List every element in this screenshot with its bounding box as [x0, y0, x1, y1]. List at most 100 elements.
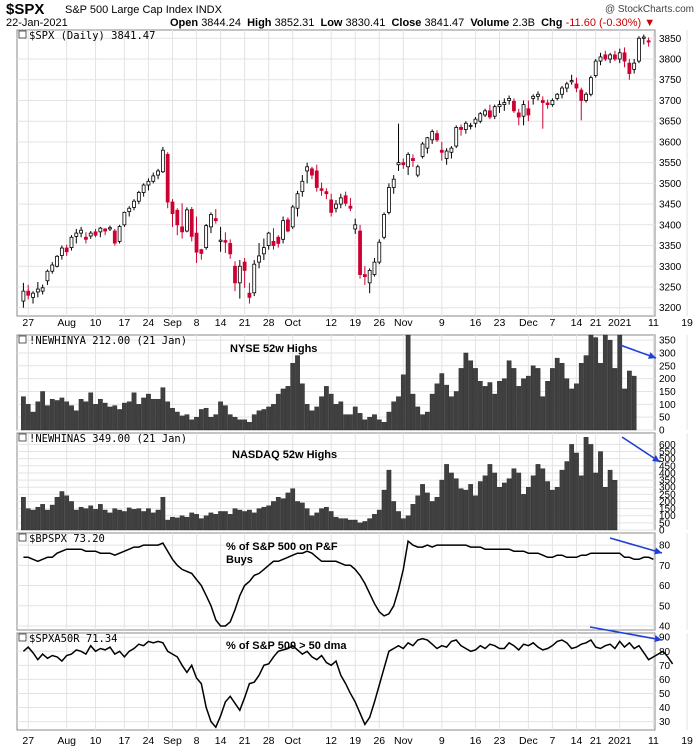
- bar-mark: [574, 383, 579, 431]
- bar-mark: [439, 373, 445, 431]
- bar-mark: [487, 464, 493, 531]
- candle-body: [588, 77, 593, 95]
- bar-mark: [477, 381, 483, 431]
- bar-mark: [218, 401, 223, 431]
- bar-mark: [564, 461, 570, 531]
- bar-mark: [338, 518, 344, 531]
- bar-mark: [559, 469, 565, 531]
- panel-title: NASDAQ 52w Highs: [232, 449, 337, 461]
- y-tick-label: 3350: [659, 241, 682, 252]
- bar-mark: [521, 494, 526, 531]
- bar-mark: [69, 501, 74, 531]
- candle-body: [391, 178, 396, 188]
- bar-mark: [367, 416, 373, 431]
- candle-body: [26, 290, 31, 296]
- x-tick-label: 26: [373, 317, 385, 329]
- bar-mark: [497, 381, 502, 431]
- x-tick-label: 16: [470, 735, 482, 747]
- bar-mark: [631, 375, 637, 431]
- bar-mark: [304, 508, 310, 531]
- bar-mark: [583, 437, 589, 531]
- candle-body: [343, 195, 348, 204]
- bar-mark: [348, 519, 353, 531]
- panel-title: % of S&P 500 on P&F: [226, 541, 338, 553]
- bar-mark: [482, 386, 488, 431]
- bar-mark: [261, 409, 267, 431]
- bar-mark: [21, 396, 26, 431]
- bar-mark: [136, 508, 142, 531]
- candle-body: [93, 231, 98, 236]
- bar-mark: [179, 515, 185, 531]
- panel-frame: [16, 532, 656, 631]
- bar-mark: [372, 414, 377, 431]
- candle-body: [74, 232, 79, 237]
- bar-mark: [247, 509, 252, 531]
- bar-mark: [146, 393, 151, 431]
- bar-mark: [198, 409, 204, 431]
- candle-body: [564, 83, 569, 89]
- candle-body: [420, 143, 425, 157]
- bar-mark: [343, 518, 348, 531]
- bar-mark: [107, 406, 113, 431]
- bar-mark: [251, 512, 257, 531]
- bar-mark: [184, 414, 190, 431]
- y-tick-label: 40: [659, 621, 671, 632]
- bar-mark: [578, 363, 584, 431]
- bar-mark: [588, 444, 594, 531]
- bar-mark: [112, 508, 118, 531]
- bar-mark: [126, 401, 132, 431]
- bar-mark: [545, 481, 550, 531]
- bar-mark: [261, 506, 267, 531]
- bar-mark: [295, 355, 300, 431]
- close-value: 3841.47: [424, 17, 465, 29]
- candle-body: [502, 102, 507, 106]
- bar-mark: [150, 512, 156, 531]
- x-tick-label: 19: [349, 317, 361, 329]
- candle-body: [478, 113, 483, 122]
- bar-mark: [396, 396, 401, 431]
- bar-mark: [93, 404, 98, 431]
- bar-mark: [69, 405, 74, 431]
- bar-mark: [429, 501, 435, 531]
- candle-body: [276, 236, 281, 244]
- bar-mark: [213, 414, 219, 431]
- bar-mark: [78, 506, 84, 531]
- bar-mark: [463, 352, 469, 431]
- bar-mark: [328, 393, 334, 431]
- candle-body: [122, 211, 127, 226]
- candle-body: [112, 230, 117, 244]
- bar-mark: [30, 509, 36, 531]
- bar-mark: [174, 411, 180, 431]
- candle-body: [430, 131, 435, 141]
- bar-mark: [405, 515, 411, 531]
- bar-mark: [64, 401, 70, 431]
- y-tick-label: 40: [659, 703, 671, 714]
- bar-mark: [626, 370, 632, 431]
- bar-mark: [54, 400, 60, 431]
- bar-mark: [218, 511, 223, 531]
- candle-body: [497, 104, 502, 108]
- bar-mark: [295, 501, 300, 531]
- candle-body: [584, 93, 588, 101]
- bar-mark: [93, 509, 98, 531]
- bar-mark: [285, 386, 291, 431]
- candle-body: [290, 206, 295, 228]
- y-tick-label: 0: [659, 526, 665, 537]
- bar-mark: [410, 504, 416, 531]
- high-value: 3852.31: [274, 17, 315, 29]
- bar-mark: [492, 472, 498, 531]
- bar-mark: [117, 509, 122, 531]
- y-tick-label: 450: [659, 461, 676, 472]
- bar-mark: [362, 521, 368, 531]
- candle-body: [536, 93, 540, 97]
- bar-mark: [247, 422, 252, 431]
- y-tick-label: 300: [659, 483, 676, 494]
- y-tick-label: 50: [659, 413, 671, 424]
- y-tick-label: 3250: [659, 282, 682, 293]
- bar-mark: [521, 378, 526, 431]
- candle-body: [488, 110, 492, 118]
- candle-body: [473, 118, 478, 124]
- bar-mark: [564, 378, 570, 431]
